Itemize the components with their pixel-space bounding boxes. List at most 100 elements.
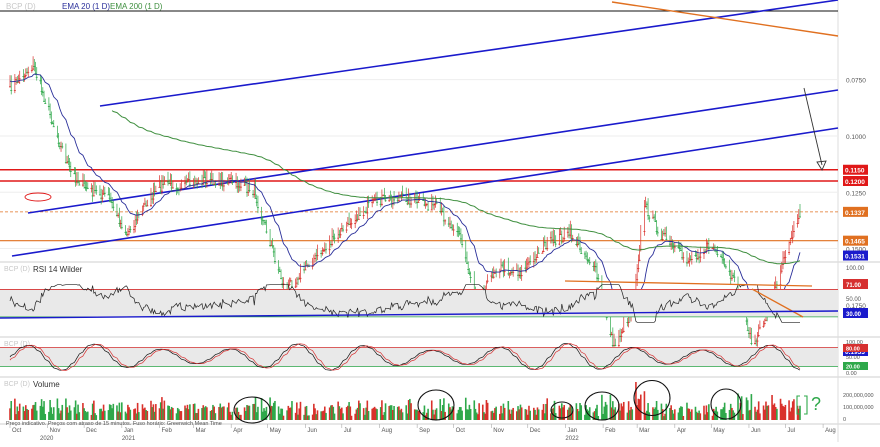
candle-body <box>406 203 409 205</box>
price-marker-label: 0.1337 <box>845 210 865 217</box>
volume-bar <box>117 411 119 420</box>
candle-body <box>329 244 332 245</box>
volume-bar <box>635 382 637 420</box>
candle-body <box>417 202 420 203</box>
candle-body <box>797 218 800 219</box>
volume-bar <box>185 408 188 420</box>
candle-body <box>655 230 658 232</box>
volume-bar <box>270 405 273 420</box>
volume-bar <box>179 411 181 420</box>
volume-bar <box>150 400 152 420</box>
volume-bar <box>82 403 84 420</box>
volume-bar <box>291 401 293 420</box>
candle-body <box>622 330 625 332</box>
volume-bar <box>271 406 274 420</box>
volume-bar <box>560 403 563 420</box>
candle-body <box>10 89 13 91</box>
volume-bar <box>311 414 314 420</box>
volume-bar <box>672 413 675 420</box>
volume-bar <box>620 403 623 420</box>
volume-bar <box>481 404 484 420</box>
volume-bar <box>597 415 600 420</box>
volume-bar <box>456 413 459 420</box>
volume-bar <box>749 409 751 420</box>
volume-bar <box>441 405 444 420</box>
volume-bar <box>15 414 17 420</box>
volume-bar <box>49 399 51 420</box>
volume-bar <box>621 406 624 420</box>
volume-bar <box>299 401 302 420</box>
volume-bar <box>756 409 759 420</box>
volume-bar <box>467 409 469 420</box>
candle-body <box>44 103 47 104</box>
candle-body <box>704 251 707 253</box>
volume-bar <box>550 413 552 420</box>
candle-body <box>237 186 240 188</box>
volume-bar <box>218 407 220 420</box>
candle-body <box>16 81 19 83</box>
volume-bar <box>647 403 649 420</box>
volume-bar <box>163 400 166 420</box>
candle-body <box>401 193 404 195</box>
price-levels <box>0 169 838 242</box>
year-label: 2022 <box>565 436 579 442</box>
candle-body <box>236 186 239 188</box>
volume-bar <box>320 411 322 420</box>
candle-body <box>112 206 115 208</box>
volume-bar <box>39 405 42 420</box>
volume-bar <box>322 410 325 420</box>
volume-bar <box>458 406 461 420</box>
candle-body <box>733 276 736 278</box>
trendlines <box>0 0 839 257</box>
candle-body <box>732 275 735 277</box>
volume-bar <box>783 406 785 420</box>
volume-tick-label: 100,000,000 <box>843 405 874 411</box>
candle-body <box>722 259 725 261</box>
candle-body <box>579 248 582 250</box>
month-label: Mar <box>639 428 649 434</box>
volume-bar <box>534 409 536 420</box>
volume-bar <box>464 397 467 420</box>
volume-bar <box>99 408 101 420</box>
volume-bar <box>262 411 264 420</box>
volume-bar <box>169 409 172 420</box>
volume-bar <box>766 405 768 420</box>
candle-body <box>126 234 129 236</box>
volume-bar <box>536 407 539 420</box>
volume-bar <box>587 410 590 420</box>
candle-body <box>716 254 719 255</box>
candle-body <box>355 220 358 221</box>
volume-bar <box>399 410 401 420</box>
volume-bar <box>93 400 95 420</box>
volume-bar <box>32 405 34 420</box>
volume-bar <box>612 401 614 420</box>
candle-body <box>304 269 307 271</box>
volume-bar <box>452 407 455 420</box>
month-label: Dec <box>86 428 97 434</box>
volume-bar <box>512 407 514 420</box>
volume-bar <box>742 414 744 420</box>
candle-body <box>707 248 710 249</box>
candle-body <box>320 252 323 254</box>
volume-bar <box>362 408 365 420</box>
candle-body <box>687 262 690 264</box>
candle-body <box>47 106 50 107</box>
volume-bar <box>379 407 382 420</box>
price-tick-label: 0.1500 <box>846 247 866 254</box>
candle-body <box>653 216 656 218</box>
candle-body <box>562 241 564 243</box>
candle-body <box>254 198 257 200</box>
candle-body <box>452 229 455 231</box>
candle-body <box>272 251 275 253</box>
candle-body <box>33 66 36 67</box>
candle-body <box>490 275 493 277</box>
volume-bar <box>495 406 497 420</box>
volume-bar <box>755 411 758 420</box>
volume-bar <box>763 409 766 420</box>
volume-bar <box>648 412 651 420</box>
volume-bar <box>355 409 358 420</box>
volume-bar <box>332 406 335 420</box>
candle-body <box>68 166 71 168</box>
volume-bar <box>142 408 145 420</box>
